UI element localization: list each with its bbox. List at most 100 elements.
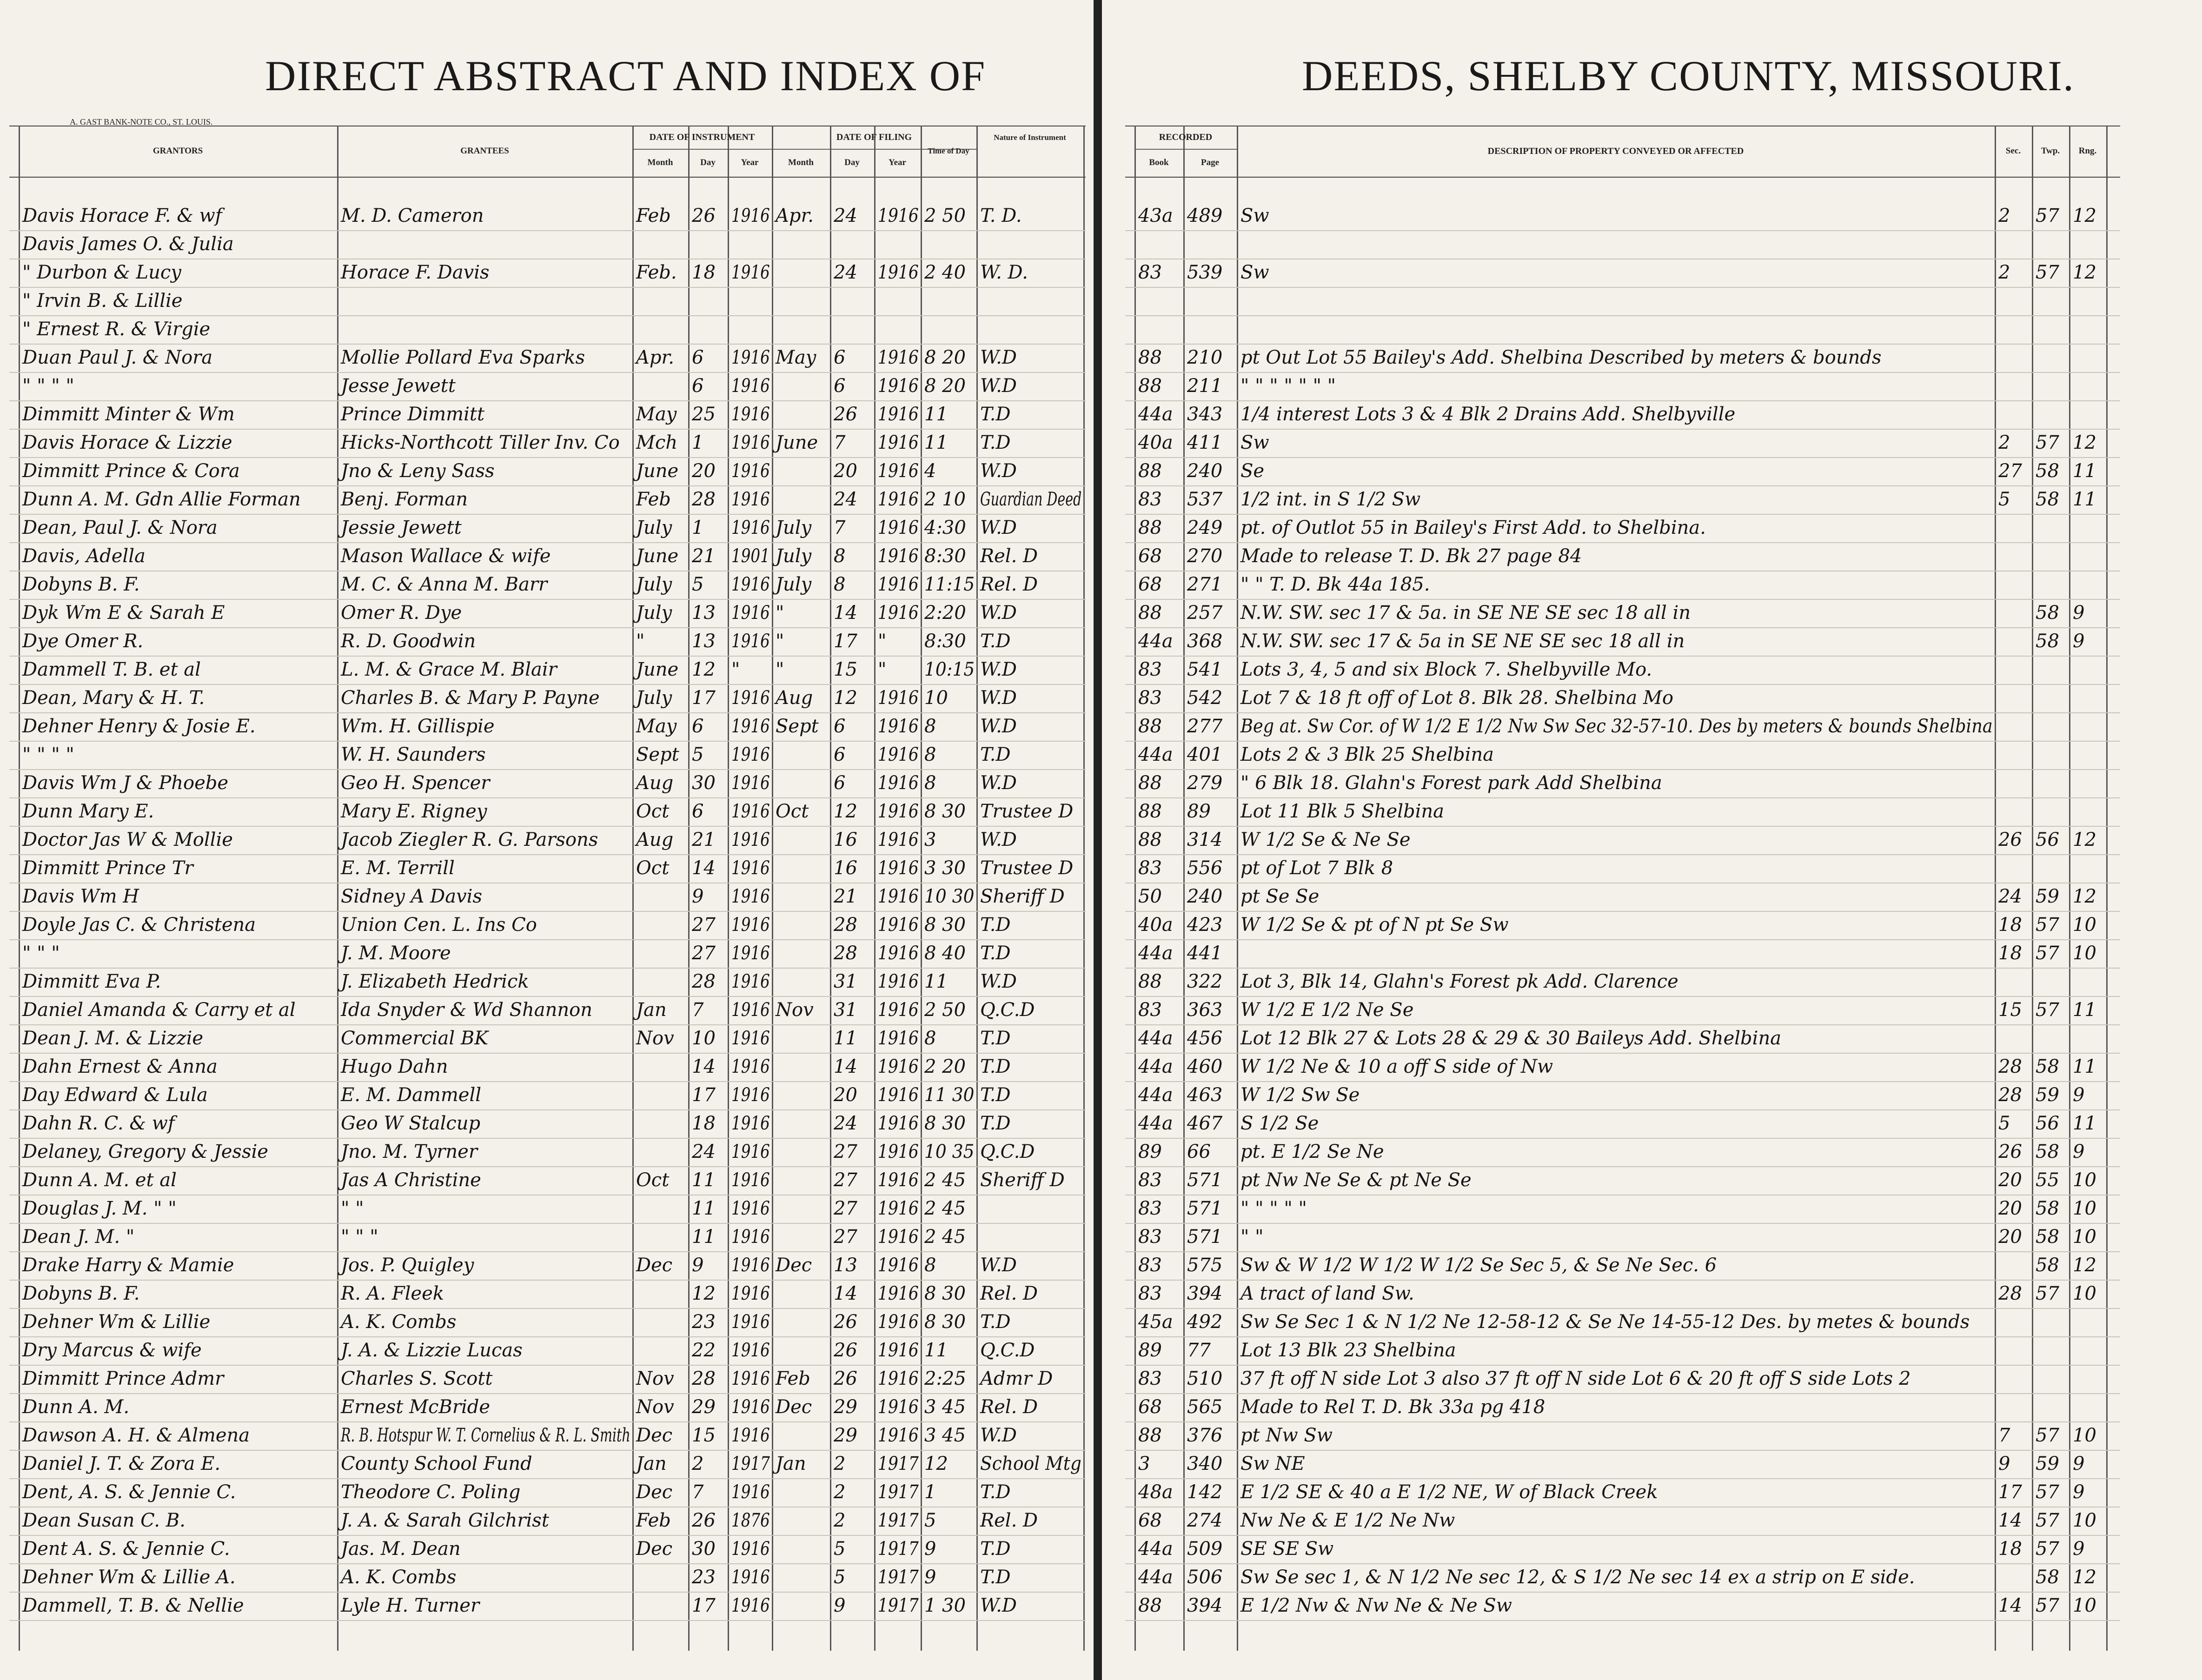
column-rule — [2032, 126, 2033, 1651]
entry-cell: Dec — [636, 1255, 673, 1276]
entry-cell: 88 — [1138, 517, 1162, 538]
entry-cell: 77 — [1187, 1340, 1211, 1361]
row-rule — [9, 854, 1086, 855]
entry-cell: W.D — [980, 602, 1017, 624]
entry-cell: Mason Wallace & wife — [341, 545, 551, 567]
entry-cell: 1916 — [878, 744, 919, 765]
entry-cell: Lot 12 Blk 27 & Lots 28 & 29 & 30 Bailey… — [1240, 1028, 1782, 1049]
entry-cell: " Durbon & Lucy — [22, 262, 181, 283]
entry-cell: Dean, Paul J. & Nora — [22, 517, 218, 538]
entry-cell: 3 45 — [924, 1396, 966, 1418]
entry-cell: 1916 — [878, 1311, 919, 1333]
column-header: Year — [889, 158, 906, 167]
entry-cell: 2 40 — [924, 262, 966, 283]
entry-cell: pt of Lot 7 Blk 8 — [1240, 857, 1393, 879]
entry-cell: 14 — [834, 1283, 857, 1304]
row-rule — [1125, 684, 2120, 685]
entry-cell: A. K. Combs — [341, 1567, 457, 1588]
entry-cell: 10 — [2073, 1226, 2096, 1248]
row-rule — [9, 1393, 1086, 1394]
entry-cell: Jan — [636, 999, 667, 1021]
entry-cell: T.D — [980, 943, 1011, 964]
entry-cell: 12 — [2073, 1255, 2096, 1276]
entry-cell: 1916 — [878, 943, 919, 964]
entry-cell: 274 — [1187, 1510, 1223, 1531]
entry-cell: 89 — [1138, 1340, 1162, 1361]
row-rule — [9, 372, 1086, 373]
entry-cell: 1/2 int. in S 1/2 Sw — [1240, 489, 1421, 510]
entry-cell: W.D — [980, 829, 1017, 850]
entry-cell: J. Elizabeth Hedrick — [341, 971, 529, 992]
entry-cell: 9 — [692, 886, 704, 907]
entry-cell: 1916 — [878, 432, 919, 453]
entry-cell: 11:15 — [924, 574, 975, 595]
entry-cell: Horace F. Davis — [341, 262, 490, 283]
entry-cell: 44a — [1138, 1084, 1173, 1106]
column-rule — [976, 126, 978, 1651]
entry-cell: Dean J. M. & Lizzie — [22, 1028, 204, 1049]
entry-cell: J. A. & Lizzie Lucas — [341, 1340, 523, 1361]
entry-cell: 10 — [692, 1028, 716, 1049]
entry-cell: A tract of land Sw. — [1240, 1283, 1414, 1304]
left-title: DIRECT ABSTRACT AND INDEX OF — [265, 52, 986, 100]
entry-cell: Dimmitt Prince Tr — [22, 857, 193, 879]
row-rule — [1125, 797, 2120, 798]
entry-cell: Douglas J. M. " " — [22, 1198, 177, 1219]
entry-cell: 1916 — [731, 262, 770, 283]
entry-cell: 10 35 — [924, 1141, 975, 1162]
entry-cell: Feb — [636, 205, 671, 226]
entry-cell: 575 — [1187, 1255, 1223, 1276]
row-rule — [9, 968, 1086, 969]
row-rule — [1125, 911, 2120, 912]
row-rule — [9, 400, 1086, 401]
entry-cell: 1916 — [878, 1084, 919, 1106]
row-rule — [9, 911, 1086, 912]
entry-cell: T.D — [980, 432, 1011, 453]
column-header: DESCRIPTION OF PROPERTY CONVEYED OR AFFE… — [1487, 146, 1744, 156]
entry-cell: Lot 3, Blk 14, Glahn's Forest pk Add. Cl… — [1240, 971, 1678, 992]
entry-cell: 1916 — [878, 1340, 919, 1361]
entry-cell: Dobyns B. F. — [22, 1283, 140, 1304]
entry-cell: Dunn A. M. — [22, 1396, 130, 1418]
entry-cell: 8:30 — [924, 631, 966, 652]
entry-cell: 1916 — [878, 460, 919, 482]
entry-cell: W.D — [980, 1255, 1017, 1276]
entry-cell: 456 — [1187, 1028, 1223, 1049]
entry-cell: 14 — [834, 602, 857, 624]
entry-cell: 12 — [834, 687, 857, 709]
entry-cell: Sept — [776, 716, 819, 737]
entry-cell: 58 — [2036, 631, 2059, 652]
entry-cell: T.D — [980, 744, 1011, 765]
entry-cell: 8 — [834, 574, 846, 595]
entry-cell: T.D — [980, 1084, 1011, 1106]
entry-cell: Aug — [636, 829, 674, 850]
column-rule — [2106, 126, 2108, 1651]
row-rule — [1125, 1109, 2120, 1110]
row-rule — [9, 1138, 1086, 1139]
entry-cell: 8 — [924, 1255, 936, 1276]
entry-cell: W.D — [980, 971, 1017, 992]
entry-cell: Rel. D — [980, 1510, 1038, 1531]
row-rule — [1125, 485, 2120, 486]
entry-cell: 17 — [692, 1084, 716, 1106]
entry-cell: July — [776, 574, 812, 595]
entry-cell: 10 — [2073, 1198, 2096, 1219]
entry-cell: Jno & Leny Sass — [341, 460, 495, 482]
left-page: DIRECT ABSTRACT AND INDEX OF A. GAST BAN… — [0, 0, 1094, 1680]
entry-cell: 1916 — [878, 716, 919, 737]
entry-cell: 27 — [834, 1141, 857, 1162]
entry-cell: 1916 — [878, 857, 919, 879]
entry-cell: 56 — [2036, 1113, 2059, 1134]
column-rule — [1237, 126, 1238, 1651]
entry-cell: 322 — [1187, 971, 1223, 992]
entry-cell: 57 — [2036, 914, 2059, 936]
row-rule — [9, 1365, 1086, 1366]
entry-cell: Nov — [636, 1028, 674, 1049]
entry-cell: 1916 — [731, 1084, 770, 1106]
entry-cell: 10 — [2073, 1425, 2096, 1446]
entry-cell: Lot 11 Blk 5 Shelbina — [1240, 801, 1444, 822]
entry-cell: Feb — [776, 1368, 810, 1389]
entry-cell: Rel. D — [980, 574, 1038, 595]
entry-cell: 5 — [834, 1567, 846, 1588]
entry-cell: N.W. SW. sec 17 & 5a in SE NE SE sec 18 … — [1240, 631, 1685, 652]
